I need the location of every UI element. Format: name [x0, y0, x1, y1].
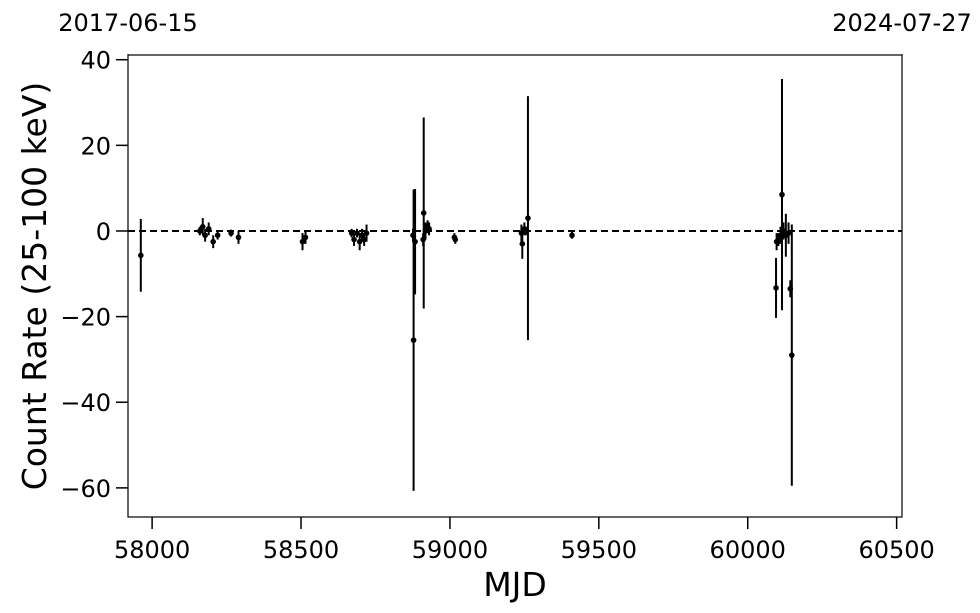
- data-point: [202, 232, 208, 239]
- data-point: [351, 236, 357, 243]
- x-axis-label: MJD: [483, 565, 547, 604]
- data-point: [205, 226, 212, 232]
- data-point: [363, 230, 370, 236]
- data-point: [525, 215, 531, 221]
- data-point: [519, 241, 526, 247]
- data-point: [199, 223, 206, 230]
- y-tick-label: 0: [96, 218, 111, 246]
- data-point: [214, 232, 221, 239]
- y-tick-label: −20: [60, 304, 111, 332]
- y-axis-label: Count Rate (25-100 keV): [15, 82, 54, 491]
- data-point: [789, 352, 795, 358]
- data-point: [302, 234, 309, 241]
- data-point: [779, 191, 785, 198]
- data-point: [228, 230, 234, 236]
- x-tick-label: 58000: [114, 536, 190, 564]
- data-point: [569, 232, 575, 239]
- data-point: [354, 230, 360, 236]
- data-point: [138, 252, 144, 259]
- x-tick-label: 60500: [858, 536, 934, 564]
- data-point: [235, 234, 242, 241]
- top-tick-label: 2017-06-15: [58, 9, 197, 37]
- top-tick-label: 2024-07-27: [832, 9, 971, 37]
- plot-frame: [127, 54, 903, 518]
- data-point: [410, 337, 417, 343]
- data-point: [785, 230, 792, 236]
- data-point: [196, 228, 203, 234]
- y-tick-label: 40: [80, 47, 111, 75]
- data-point: [452, 236, 459, 243]
- data-point: [210, 238, 216, 245]
- data-point: [420, 210, 427, 216]
- x-tick-label: 59500: [561, 536, 637, 564]
- data-point: [773, 285, 779, 291]
- x-tick-label: 60000: [710, 536, 786, 564]
- y-tick-label: 20: [80, 132, 111, 160]
- x-tick-label: 58500: [263, 536, 339, 564]
- y-tick-label: −40: [60, 389, 111, 417]
- x-tick-label: 59000: [412, 536, 488, 564]
- data-point: [426, 226, 432, 232]
- data-point: [412, 238, 418, 245]
- data-point: [299, 238, 306, 245]
- y-tick-label: −60: [60, 475, 111, 503]
